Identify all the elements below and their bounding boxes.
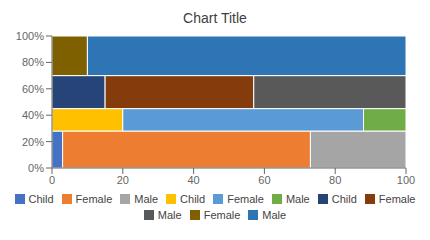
html-text:Male: Male bbox=[157, 209, 182, 221]
svg-text:20%: 20% bbox=[22, 136, 44, 148]
svg-text:20: 20 bbox=[117, 174, 129, 186]
html-text:Male: Male bbox=[262, 209, 287, 221]
svg-text:40: 40 bbox=[187, 174, 199, 186]
html-text:Female: Female bbox=[75, 193, 113, 205]
html-text:Child: Child bbox=[331, 193, 357, 205]
html-text:Male: Male bbox=[285, 193, 310, 205]
svg-text:100%: 100% bbox=[16, 30, 44, 42]
html-text:Child: Child bbox=[28, 193, 54, 205]
html-text:Female: Female bbox=[203, 209, 241, 221]
svg-text:0: 0 bbox=[49, 174, 55, 186]
svg-text:40%: 40% bbox=[22, 109, 44, 121]
html-text:Female: Female bbox=[227, 193, 264, 205]
html-text:Chart Title: Chart Title bbox=[183, 10, 247, 26]
svg-text:0%: 0% bbox=[28, 162, 44, 174]
html-text:Child: Child bbox=[180, 193, 206, 205]
svg-text:60: 60 bbox=[258, 174, 270, 186]
svg-text:80: 80 bbox=[329, 174, 341, 186]
svg-text:80%: 80% bbox=[22, 56, 44, 68]
html-text:Female: Female bbox=[378, 193, 416, 205]
svg-text:100: 100 bbox=[397, 174, 415, 186]
html-text:Male: Male bbox=[134, 193, 159, 205]
svg-text:60%: 60% bbox=[22, 83, 44, 95]
